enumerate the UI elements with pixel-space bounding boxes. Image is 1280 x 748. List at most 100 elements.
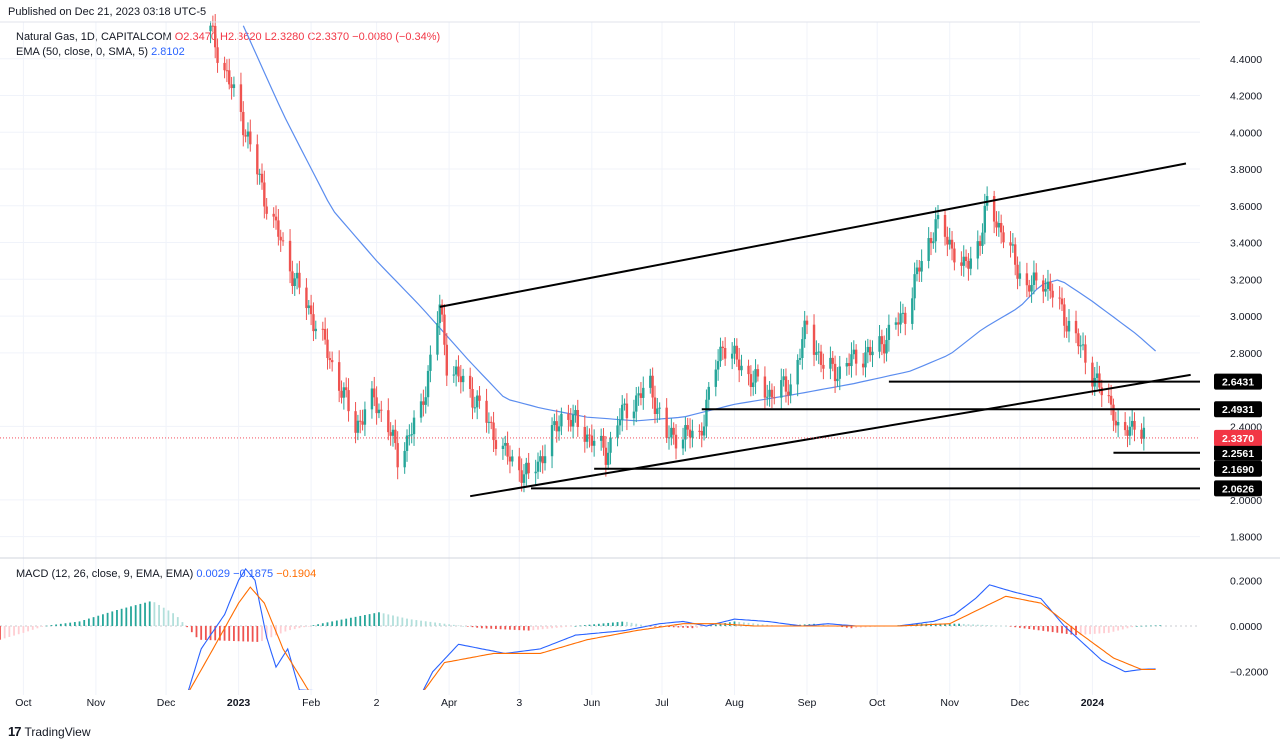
candle-body: [1044, 289, 1047, 292]
candle-body: [999, 222, 1003, 233]
candle-body: [602, 435, 605, 448]
candle-body: [305, 287, 308, 309]
time-tick-label: Apr: [441, 697, 458, 709]
macd-hist-bar: [1107, 626, 1110, 633]
macd-hist-bar: [958, 623, 960, 626]
macd-hist-bar: [509, 626, 511, 630]
candle-body: [228, 70, 231, 85]
macd-hist-bar: [237, 626, 240, 642]
candle-body: [475, 395, 479, 408]
macd-hist-bar: [354, 616, 357, 626]
candle-body: [375, 397, 378, 414]
candle-body: [216, 47, 219, 63]
macd-hist-bar: [972, 624, 974, 626]
macd-hist-bar: [640, 624, 642, 626]
price-tick-label: 1.8000: [1230, 532, 1262, 544]
candle-body: [419, 401, 423, 418]
candle-body: [747, 365, 750, 375]
macd-hist-bar: [1135, 626, 1138, 627]
candle-body: [864, 352, 867, 368]
macd-hist-bar: [560, 626, 563, 628]
macd-hist-bar: [700, 626, 703, 628]
candle-body: [389, 432, 392, 436]
macd-hist-bar: [967, 624, 970, 626]
macd-hist-bar: [574, 626, 577, 627]
candle-body: [737, 359, 741, 371]
price-tick-label: 3.4000: [1230, 238, 1262, 250]
candle-body: [754, 369, 757, 383]
macd-hist-bar: [822, 624, 825, 626]
macd-hist-bar: [476, 626, 479, 628]
macd-hist-bar: [710, 625, 713, 627]
macd-hist-bar: [64, 623, 67, 626]
macd-hist-bar: [293, 626, 296, 630]
macd-line-value: −0.1875: [233, 568, 274, 580]
candle-body: [328, 358, 332, 361]
macd-hist-bar: [752, 623, 755, 626]
candle-body: [913, 274, 916, 299]
macd-hist-bar: [1028, 626, 1031, 630]
macd-signal-value: −0.1904: [276, 568, 317, 580]
candle-body: [361, 421, 364, 425]
macd-hist-bar: [850, 626, 853, 629]
time-tick-label: Oct: [869, 697, 885, 709]
level-price-label: 2.1690: [1222, 464, 1254, 476]
candle-body: [705, 399, 708, 427]
time-tick-label: Sep: [798, 697, 817, 709]
candle-body: [749, 374, 753, 388]
candle-body: [964, 256, 968, 261]
candle-body: [571, 414, 575, 427]
macd-hist-bar: [307, 626, 310, 627]
macd-hist-bar: [1089, 626, 1091, 635]
candle-body: [1091, 362, 1094, 387]
macd-hist-bar: [111, 611, 114, 626]
macd-hist-bar: [443, 623, 446, 626]
candle-body: [574, 409, 577, 415]
footer: 17 TradingView: [8, 724, 91, 739]
candle-body: [344, 387, 348, 391]
macd-hist-bar: [256, 626, 259, 642]
candle-body: [752, 382, 755, 388]
candle-body: [473, 407, 477, 409]
upper-channel-trendline: [439, 162, 1187, 308]
macd-hist-bar: [406, 618, 408, 626]
macd-hist-bar: [668, 626, 670, 628]
time-tick-label: 2023: [227, 697, 251, 709]
candle-body: [1011, 244, 1015, 246]
candle-body: [555, 421, 558, 432]
macd-hist-bar: [1121, 626, 1124, 630]
price-tick-label: 3.0000: [1230, 311, 1262, 323]
macd-hist-bar: [13, 626, 15, 636]
candle-body: [309, 305, 313, 315]
macd-hist-bar: [410, 619, 413, 626]
macd-hist-bar: [204, 626, 207, 640]
macd-hist-bar: [579, 625, 582, 627]
macd-hist-bar: [69, 622, 72, 626]
candle-body: [1009, 242, 1012, 246]
candle-body: [885, 339, 888, 354]
candle-body: [373, 388, 376, 398]
candle-body: [454, 366, 458, 375]
macd-hist-bar: [611, 622, 614, 626]
candle-body: [1030, 284, 1033, 292]
candle-body: [946, 236, 949, 245]
level-price-tag: [1214, 373, 1262, 390]
ema-label: EMA (50, close, 0, SMA, 5): [16, 46, 149, 58]
candle-body: [702, 426, 706, 436]
candle-body: [866, 346, 870, 353]
macd-hist-bar: [242, 626, 245, 642]
candle-body: [412, 417, 416, 435]
candle-body: [782, 376, 785, 381]
macd-hist-bar: [1117, 626, 1120, 631]
price-tick-label: 4.0000: [1230, 127, 1262, 139]
macd-hist-bar: [490, 626, 493, 629]
candle-body: [457, 366, 460, 377]
candle-body: [929, 238, 933, 244]
time-tick-label: Nov: [87, 697, 106, 709]
macd-hist-bar: [125, 607, 128, 626]
macd-hist-bar: [200, 626, 203, 640]
macd-tick-label: −0.2000: [1230, 667, 1268, 679]
macd-hist-bar: [8, 626, 11, 637]
candle-body: [899, 313, 902, 325]
